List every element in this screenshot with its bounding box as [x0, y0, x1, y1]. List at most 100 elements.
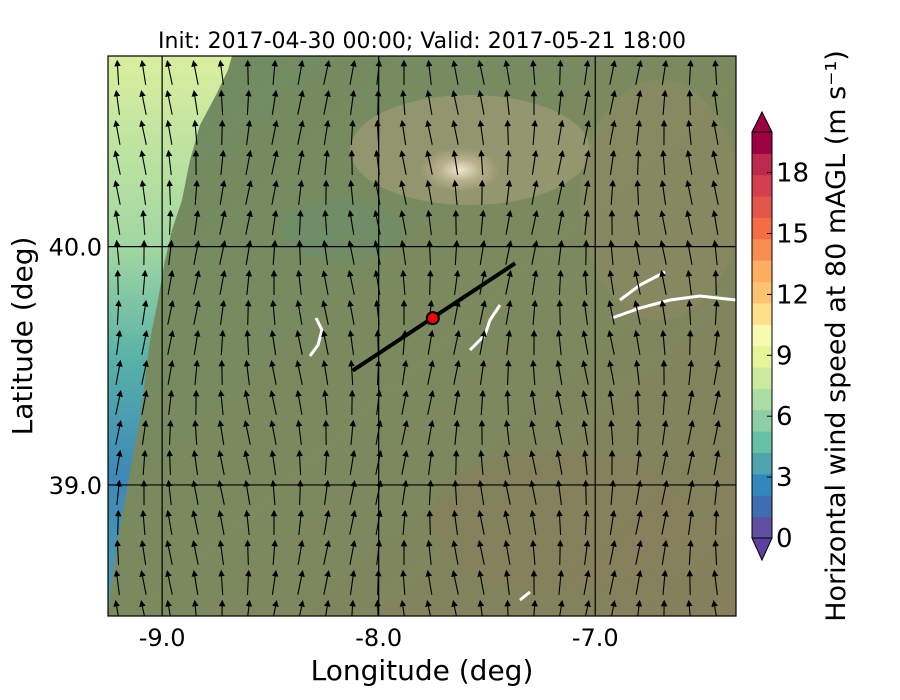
wind-arrow-317 [243, 449, 251, 475]
wind-arrow-140 [633, 209, 641, 235]
wind-arrow-303 [503, 419, 511, 445]
wind-arrow-449 [557, 599, 565, 616]
wind-arrow-189 [659, 269, 667, 295]
y-axis-ticks: 40.0 39.0 [49, 234, 102, 500]
wind-arrow-246 [269, 359, 277, 385]
wind-arrow-399 [503, 539, 511, 565]
wind-arrow-190 [685, 269, 693, 295]
wind-arrow-84 [425, 150, 433, 175]
wind-arrow-407 [712, 539, 719, 566]
wind-arrow-426 [583, 569, 591, 595]
wind-arrow-0 [114, 59, 121, 86]
wind-arrow-280 [529, 389, 537, 415]
colorbar-tick-label-0: 0 [776, 524, 793, 554]
wind-arrow-234 [581, 329, 589, 355]
wind-arrow-107 [399, 180, 407, 205]
wind-arrow-255 [504, 359, 512, 386]
wind-arrow-434 [165, 599, 172, 616]
colorbar-extend-top [751, 110, 773, 133]
wind-arrow-375 [503, 510, 511, 535]
wind-arrow-239 [713, 329, 721, 355]
wind-arrow-103 [297, 179, 305, 205]
wind-arrow-117 [659, 179, 667, 205]
wind-arrow-41 [557, 89, 565, 115]
wind-arrow-413 [245, 569, 252, 596]
wind-arrow-94 [685, 149, 693, 175]
wind-arrow-310 [687, 419, 695, 445]
wind-arrow-23 [712, 59, 719, 86]
wind-arrow-377 [556, 509, 563, 536]
wind-arrow-80 [323, 149, 330, 176]
wind-arrow-25 [139, 89, 147, 115]
wind-arrow-1 [139, 59, 147, 85]
wind-arrow-433 [139, 600, 146, 616]
wind-arrow-62 [477, 119, 485, 145]
wind-arrow-54 [271, 119, 279, 145]
wind-arrow-339 [191, 479, 199, 505]
wind-arrow-116 [634, 179, 641, 206]
colorbar-segment-7 [752, 367, 772, 389]
wind-arrow-323 [401, 449, 409, 475]
wind-arrow-192 [115, 299, 122, 326]
wind-arrow-365 [243, 509, 251, 535]
wind-arrow-86 [478, 149, 485, 176]
wind-arrow-328 [529, 450, 537, 475]
wind-arrow-42 [583, 89, 591, 115]
wind-arrow-367 [297, 509, 305, 535]
site-marker [425, 311, 440, 326]
wind-arrow-263 [713, 359, 721, 385]
wind-arrow-281 [555, 389, 563, 415]
wind-arrow-256 [530, 359, 537, 386]
wind-arrow-348 [427, 479, 434, 506]
wind-arrow-420 [425, 569, 433, 595]
colorbar-frame [751, 131, 773, 539]
wind-arrow-285 [661, 389, 668, 416]
wind-arrow-299 [401, 420, 409, 445]
wind-arrow-315 [191, 449, 199, 475]
wind-arrow-206 [479, 300, 487, 325]
wind-arrow-288 [115, 419, 123, 445]
wind-arrow-233 [555, 329, 563, 355]
wind-arrow-312 [115, 449, 123, 475]
wind-arrow-92 [634, 149, 642, 176]
wind-arrow-401 [556, 539, 564, 566]
wind-arrow-4 [217, 59, 225, 85]
wind-arrow-384 [114, 539, 121, 566]
wind-arrow-212 [633, 300, 641, 325]
wind-arrow-191 [712, 269, 720, 296]
wind-arrow-428 [635, 569, 643, 595]
wind-arrow-390 [271, 539, 278, 566]
wind-arrow-55 [297, 120, 305, 145]
wind-arrow-359 [713, 479, 721, 505]
colorbar-segment-5 [752, 409, 772, 432]
wind-arrow-135 [505, 209, 513, 235]
wind-arrow-137 [557, 209, 565, 235]
wind-arrow-322 [375, 450, 383, 475]
wind-arrow-411 [191, 569, 199, 595]
wind-arrow-230 [479, 329, 487, 355]
wind-arrow-220 [219, 329, 226, 356]
wind-arrow-257 [555, 359, 563, 385]
wind-arrow-350 [477, 479, 485, 505]
wind-arrow-177 [347, 270, 355, 295]
wind-arrow-96 [113, 179, 121, 205]
colorbar-segment-13 [752, 238, 772, 261]
wind-arrow-184 [531, 269, 539, 295]
wind-arrow-435 [191, 599, 199, 616]
wind-arrow-223 [295, 329, 303, 355]
wind-arrow-47 [711, 89, 719, 115]
wind-arrow-72 [113, 150, 121, 175]
wind-arrow-217 [141, 329, 149, 355]
wind-arrow-17 [556, 59, 564, 86]
wind-arrow-254 [479, 359, 487, 385]
wind-arrow-314 [166, 449, 174, 476]
wind-arrow-56 [323, 119, 331, 145]
wind-arrow-286 [687, 389, 695, 415]
wind-arrow-408 [113, 569, 121, 595]
wind-arrow-306 [581, 419, 589, 445]
colorbar-segment-12 [752, 260, 772, 283]
wind-arrow-130 [373, 210, 381, 235]
wind-arrow-320 [323, 449, 330, 476]
wind-arrow-416 [323, 569, 331, 595]
river-northeast [619, 270, 666, 302]
